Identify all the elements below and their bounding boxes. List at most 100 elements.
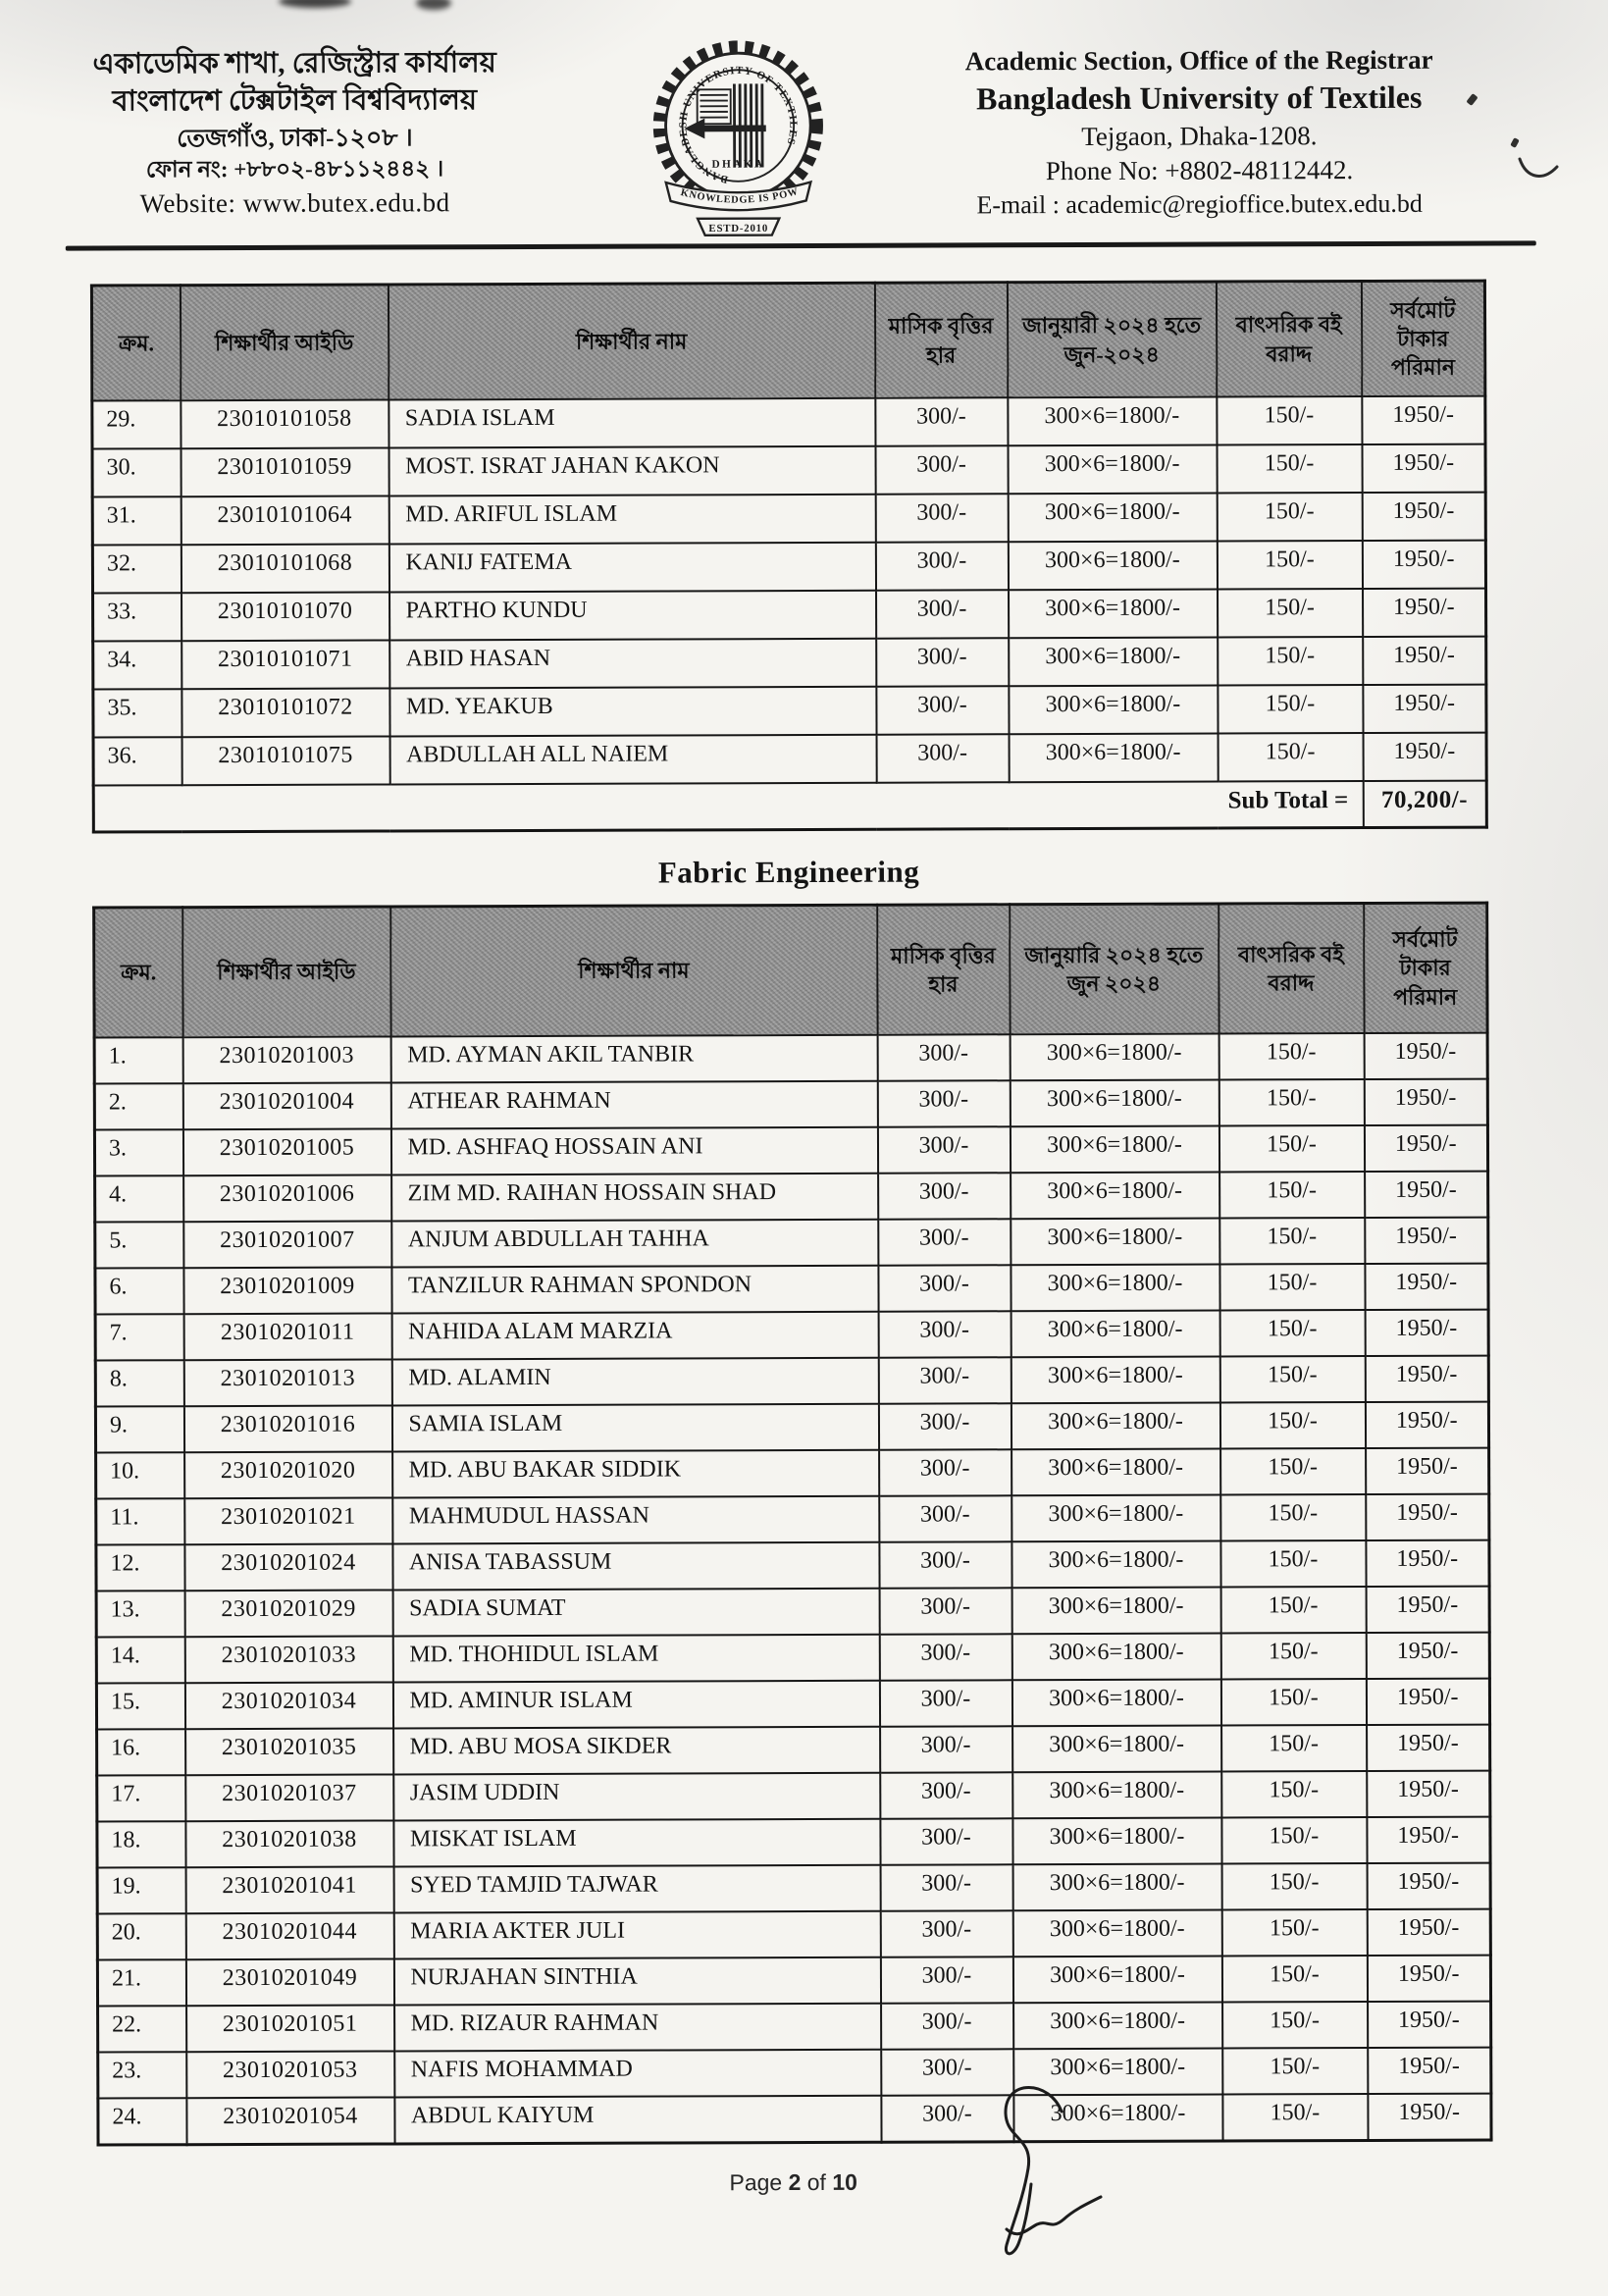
table-cell: 300/- [879, 1680, 1012, 1727]
table-cell: 5. [94, 1222, 183, 1269]
table-cell: ANJUM ABDULLAH TAHHA [390, 1219, 878, 1268]
table-cell: 300/- [876, 734, 1010, 783]
table-cell: MISKAT ISLAM [392, 1818, 881, 1867]
page-number: 2 [788, 2169, 802, 2196]
table-cell: 300/- [879, 1588, 1012, 1635]
scan-smudge [416, 0, 451, 10]
table-row: 23. 23010201053 NAFIS MOHAMMAD 300/- 300×6=1… [97, 2047, 1491, 2099]
table-cell: 2. [94, 1083, 183, 1130]
table-row: 2. 23010201004 ATHEAR RAHMAN 300/- 300×6=180… [94, 1078, 1488, 1130]
table-row: 31. 23010101064 MD. ARIFUL ISLAM 300/- 300×6… [92, 492, 1486, 546]
column-header: মাসিক বৃত্তির হার [874, 282, 1008, 398]
table-row: 1. 23010201003 MD. AYMAN AKIL TANBIR 300/- 3… [94, 1032, 1488, 1084]
table-cell: 300/- [875, 542, 1009, 591]
table-cell: 300×6=1800/- [1010, 1218, 1219, 1266]
table-cell: 150/- [1219, 1264, 1366, 1311]
table-cell: 300×6=1800/- [1011, 1402, 1220, 1450]
table-cell: 150/- [1217, 589, 1363, 638]
table-cell: 300×6=1800/- [1011, 1633, 1221, 1681]
table-cell: 19. [97, 1867, 186, 1914]
page-word: Page [729, 2169, 783, 2196]
column-header: জানুয়ারী ২০২৪ হতে জুন-২০২৪ [1007, 282, 1217, 398]
table-cell: 8. [95, 1360, 184, 1407]
table-row: 14. 23010201033 MD. THOHIDUL ISLAM 300/- 300… [96, 1632, 1490, 1684]
table-cell: MD. AYMAN AKIL TANBIR [390, 1034, 878, 1083]
table-cell: NAHIDA ALAM MARZIA [391, 1311, 879, 1360]
table-cell: SADIA ISLAM [388, 397, 876, 448]
table-cell: 300/- [880, 1910, 1013, 1957]
table-cell: 17. [96, 1775, 185, 1822]
table-cell: 1. [94, 1037, 183, 1084]
table-cell: SADIA SUMAT [392, 1588, 880, 1637]
table-cell: 300/- [877, 1034, 1011, 1081]
table-cell: 300×6=1800/- [1011, 1679, 1221, 1727]
table-cell: 300×6=1800/- [1010, 1079, 1219, 1127]
table-cell: 23010201009 [182, 1267, 392, 1315]
column-header: শিক্ষার্থীর নাম [388, 283, 875, 400]
table-cell: 1950/- [1365, 1493, 1489, 1541]
table-cell: 150/- [1216, 396, 1363, 445]
table-cell: 1950/- [1366, 1678, 1490, 1726]
column-header: ক্রম. [93, 907, 183, 1038]
table-cell: 300/- [878, 1495, 1011, 1542]
header-left-block: একাডেমিক শাখা, রেজিস্ট্রার কার্যালয় বাং… [59, 44, 531, 222]
table-cell: 18. [96, 1821, 186, 1868]
table-cell: 150/- [1217, 493, 1363, 542]
table-cell: 1950/- [1366, 1816, 1491, 1864]
table-cell: 300/- [878, 1357, 1011, 1404]
section-name-en: Academic Section, Office of the Registra… [964, 44, 1433, 77]
table-cell: 1950/- [1366, 1632, 1490, 1680]
table-row: 4. 23010201006 ZIM MD. RAIHAN HOSSAIN SHAD… [94, 1171, 1488, 1223]
table-cell: 1950/- [1367, 1955, 1491, 2003]
table-cell: 23010201004 [182, 1082, 391, 1130]
table-cell: MARIA AKTER JULI [393, 1910, 881, 1959]
table-cell: 300×6=1800/- [1011, 1494, 1220, 1542]
table-row: 20. 23010201044 MARIA AKTER JULI 300/- 300×6… [97, 1908, 1491, 1960]
signature-mark [1004, 2086, 1103, 2256]
table-cell: TANZILUR RAHMAN SPONDON [390, 1265, 879, 1314]
column-header: ক্রম. [91, 285, 181, 401]
table-cell: 300/- [880, 2003, 1013, 2050]
subtotal-row: Sub Total = 70,200/- [93, 780, 1487, 833]
table-row: 33. 23010101070 PARTHO KUNDU 300/- 300×6=180… [92, 588, 1486, 642]
table-cell: 11. [95, 1498, 184, 1545]
table-cell: 150/- [1220, 1725, 1367, 1772]
table-cell: 300×6=1800/- [1010, 1125, 1219, 1174]
table-cell: 300/- [875, 638, 1009, 687]
table-cell: 20. [97, 1913, 186, 1960]
stipend-table-fabric-engineering: ক্রম. শিক্ষার্থীর আইডি শিক্ষার্থীর নাম মাসি… [92, 901, 1493, 2147]
table-cell: 31. [92, 496, 182, 546]
table-cell: 300×6=1800/- [1011, 1540, 1221, 1589]
table-cell: 23010201049 [185, 1958, 394, 2007]
table-cell: 300×6=1800/- [1007, 396, 1218, 446]
table-cell: 23010201016 [183, 1405, 392, 1453]
email-text: E-mail : academic@regioffice.butex.edu.b… [976, 188, 1423, 220]
table-cell: 150/- [1219, 1079, 1365, 1126]
of-word: of [806, 2168, 826, 2195]
phone-bn: ফোন নং: +৮৮০২-৪৮১১২৪৪২ । [145, 155, 444, 182]
table-cell: 150/- [1221, 1956, 1368, 2003]
table-cell: 10. [95, 1452, 184, 1499]
table-cell: 23010201035 [184, 1728, 393, 1776]
table-cell: 300×6=1800/- [1012, 1863, 1222, 1911]
table-cell: 23010201013 [183, 1359, 392, 1407]
table-cell: 1950/- [1365, 1355, 1489, 1403]
table-row: 13. 23010201029 SADIA SUMAT 300/- 300×6=1800… [96, 1586, 1490, 1638]
seal-loom-emblem [684, 83, 766, 168]
table-cell: 23010201024 [183, 1543, 393, 1592]
table-cell: 300×6=1800/- [1012, 2002, 1222, 2050]
table-cell: 35. [92, 689, 182, 738]
table-cell: 23010101071 [181, 640, 389, 690]
table-cell: 15. [96, 1683, 185, 1730]
table-body: 1. 23010201003 MD. AYMAN AKIL TANBIR 300/- 3… [94, 1032, 1492, 2146]
table-cell: 36. [93, 737, 182, 786]
table-cell: 150/- [1219, 1033, 1365, 1080]
table-cell: ABDUL KAIYUM [393, 2095, 882, 2144]
table-cell: NURJAHAN SINTHIA [393, 1957, 881, 2006]
table-cell: 23010101070 [181, 592, 389, 642]
table-cell: 1950/- [1361, 395, 1485, 445]
table-cell: 7. [95, 1314, 184, 1361]
table-cell: 23010101072 [181, 688, 390, 738]
